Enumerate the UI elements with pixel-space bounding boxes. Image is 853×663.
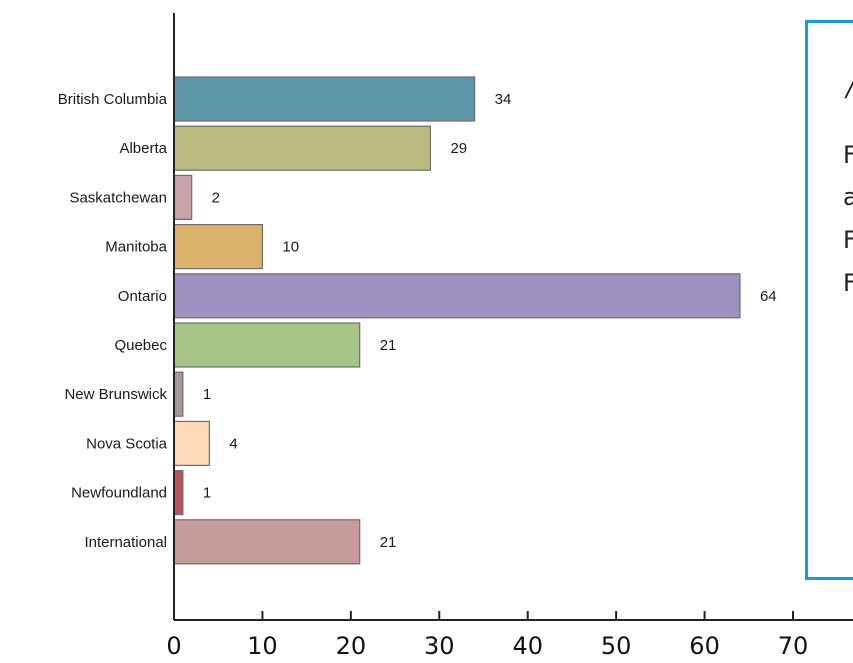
category-label-newfoundland: Newfoundland (71, 485, 167, 502)
bar-alberta (173, 125, 432, 171)
side-panel-fragment-4: F (843, 226, 853, 254)
value-label-british-columbia: 34 (495, 91, 512, 108)
x-tick-label-70: 70 (778, 632, 809, 660)
bar-nova-scotia (173, 420, 210, 466)
category-label-british-columbia: British Columbia (58, 91, 168, 108)
value-label-saskatchewan: 2 (212, 189, 220, 206)
x-tick-label-40: 40 (512, 632, 543, 660)
category-label-nova-scotia: Nova Scotia (86, 435, 168, 452)
bars-layer (173, 76, 741, 565)
bar-manitoba (173, 224, 264, 270)
bar-newfoundland (173, 470, 184, 516)
x-tick-label-60: 60 (689, 632, 720, 660)
x-ticks: 0 10 20 30 40 50 60 70 (166, 611, 808, 660)
value-label-international: 21 (380, 534, 397, 551)
value-label-ontario: 64 (760, 288, 777, 305)
side-panel-fragment-1: / (846, 76, 853, 100)
bar-ontario (173, 273, 741, 319)
side-panel-fragment-3: a (843, 183, 853, 211)
value-label-alberta: 29 (450, 140, 467, 157)
value-label-nova-scotia: 4 (229, 435, 237, 452)
value-label-manitoba: 10 (282, 239, 299, 256)
bar-saskatchewan (173, 174, 193, 220)
x-tick-label-50: 50 (601, 632, 632, 660)
side-panel-fragment-2: F (843, 141, 853, 169)
side-panel-fragment-5: F (843, 269, 853, 297)
category-label-saskatchewan: Saskatchewan (69, 189, 167, 206)
category-label-international: International (84, 534, 167, 551)
category-label-new-brunswick: New Brunswick (64, 386, 167, 403)
labels-layer: British Columbia 34 Alberta 29 Saskatchewan 2… (58, 91, 777, 551)
side-panel (805, 20, 853, 580)
category-label-manitoba: Manitoba (105, 239, 167, 256)
value-label-newfoundland: 1 (203, 485, 211, 502)
category-label-ontario: Ontario (118, 288, 167, 305)
bar-british-columbia (173, 76, 476, 122)
value-label-quebec: 21 (380, 337, 397, 354)
x-tick-label-10: 10 (247, 632, 278, 660)
bar-international (173, 519, 361, 565)
bar-new-brunswick (173, 371, 184, 417)
bar-quebec (173, 322, 361, 368)
category-label-alberta: Alberta (119, 140, 167, 157)
x-tick-label-30: 30 (424, 632, 455, 660)
category-label-quebec: Quebec (114, 337, 167, 354)
x-tick-label-20: 20 (336, 632, 367, 660)
x-tick-label-0: 0 (166, 632, 181, 660)
value-label-new-brunswick: 1 (203, 386, 211, 403)
